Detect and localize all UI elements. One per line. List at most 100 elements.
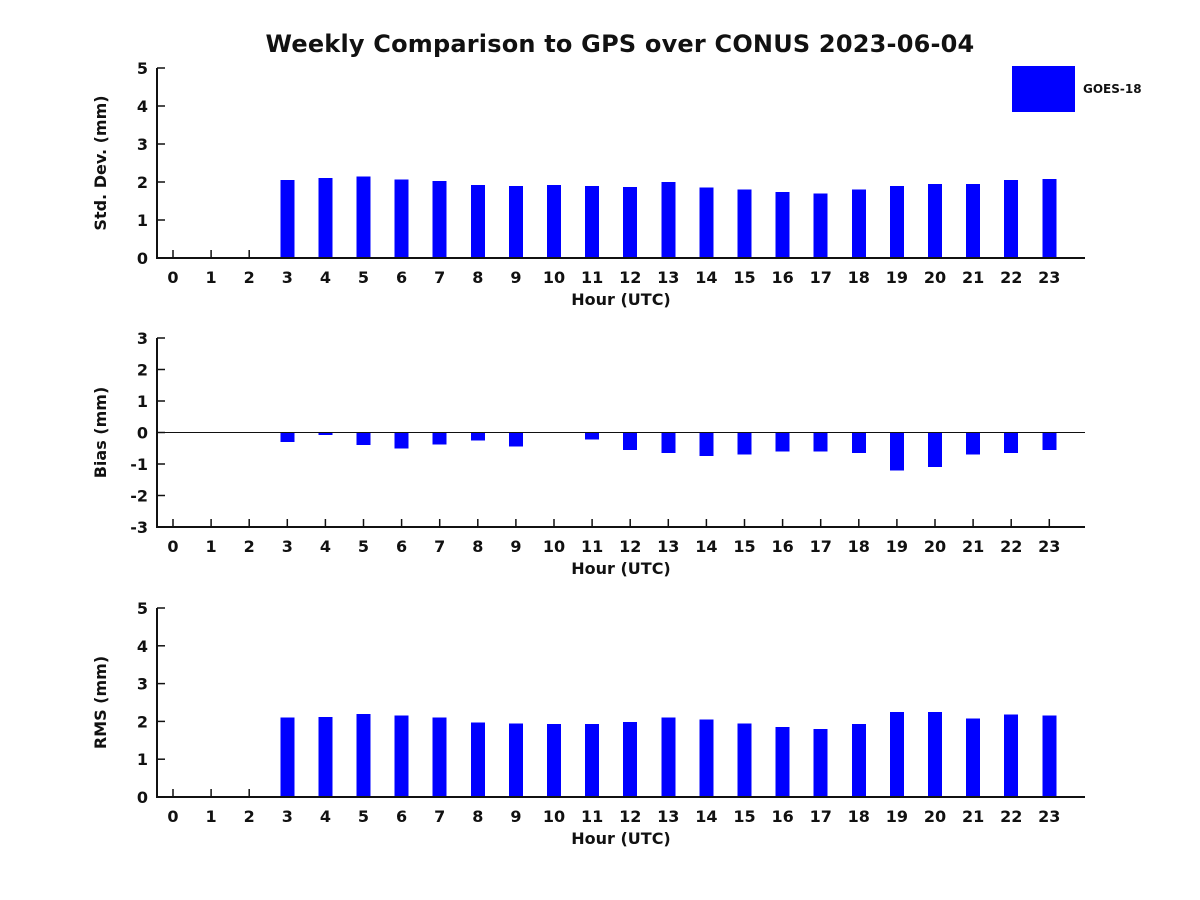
x-tick-label: 10	[543, 268, 565, 287]
x-tick-label: 21	[962, 807, 984, 826]
bar-hour-7	[432, 717, 447, 797]
bar-hour-4	[318, 178, 333, 258]
x-tick-label: 2	[244, 807, 255, 826]
bar-hour-6	[394, 179, 409, 258]
x-tick-label: 13	[657, 807, 679, 826]
bar-hour-20	[928, 432, 942, 468]
bar-hour-19	[889, 185, 904, 258]
bar-hour-3	[280, 180, 295, 258]
legend-swatch-goes18	[1012, 66, 1075, 112]
x-tick-label: 12	[619, 268, 641, 287]
x-tick-label: 4	[320, 807, 331, 826]
bar-hour-23	[1042, 179, 1057, 258]
x-tick-label: 17	[810, 807, 832, 826]
y-tick-label: 4	[137, 97, 148, 116]
x-tick-label: 15	[733, 807, 755, 826]
x-tick-label: 5	[358, 268, 369, 287]
bar-hour-11	[585, 724, 600, 797]
bar-hour-23	[1042, 715, 1057, 797]
bar-hour-8	[470, 432, 485, 441]
x-tick-label: 1	[206, 537, 217, 556]
bar-hour-3	[280, 432, 295, 442]
bar-hour-6	[394, 715, 409, 797]
y-tick-label: -3	[130, 518, 148, 537]
y-tick-label: 3	[137, 329, 148, 348]
bar-hour-5	[356, 432, 371, 446]
y-tick-label: 0	[137, 249, 148, 268]
y-tick-label: 3	[137, 135, 148, 154]
bar-hour-14	[699, 432, 714, 457]
x-tick-label: 10	[543, 537, 565, 556]
chart-title: Weekly Comparison to GPS over CONUS 2023…	[265, 30, 975, 58]
y-tick-label: -2	[130, 487, 148, 506]
x-tick-label: 4	[320, 268, 331, 287]
bar-hour-12	[623, 186, 638, 258]
x-tick-label: 14	[695, 537, 717, 556]
x-tick-label: 23	[1038, 537, 1060, 556]
x-tick-label: 18	[848, 537, 870, 556]
bar-hour-21	[966, 183, 981, 258]
subplot-1: 0 1 2 3 4 5 6 7 8 9 10 11 12 13 14 15 16 17 18 19 20 21 22 2301…	[91, 59, 1085, 309]
bar-hour-22	[1004, 432, 1019, 453]
bar-hour-17	[813, 193, 828, 258]
bar-hour-18	[851, 189, 866, 258]
y-tick-label: -1	[130, 455, 148, 474]
bar-hour-22	[1004, 714, 1019, 797]
x-tick-label: 6	[396, 807, 407, 826]
x-tick-label: 20	[924, 807, 946, 826]
x-tick-label: 19	[886, 807, 908, 826]
x-axis-label: Hour (UTC)	[571, 559, 671, 578]
bar-hour-9	[508, 185, 523, 258]
y-tick-label: 5	[137, 59, 148, 78]
x-tick-label: 3	[282, 268, 293, 287]
y-tick-label: 0	[137, 788, 148, 807]
x-tick-label: 8	[472, 807, 483, 826]
y-axis-label: RMS (mm)	[91, 656, 110, 749]
bar-hour-18	[851, 724, 866, 797]
bar-hour-23	[1042, 432, 1057, 450]
x-tick-label: 8	[472, 268, 483, 287]
x-tick-label: 23	[1038, 807, 1060, 826]
bar-hour-15	[737, 432, 752, 455]
bar-hour-21	[966, 718, 981, 797]
x-tick-label: 15	[733, 537, 755, 556]
bar-hour-8	[470, 185, 485, 258]
bar-hour-21	[966, 432, 981, 455]
x-axis-label: Hour (UTC)	[571, 829, 671, 848]
x-tick-label: 22	[1000, 268, 1022, 287]
bar-hour-20	[928, 712, 942, 797]
x-tick-label: 13	[657, 268, 679, 287]
x-tick-label: 8	[472, 537, 483, 556]
bar-hour-15	[737, 723, 752, 797]
x-tick-label: 21	[962, 268, 984, 287]
bar-hour-16	[775, 432, 790, 452]
bar-hour-12	[623, 432, 638, 450]
bar-hour-7	[432, 181, 447, 258]
bar-hour-10	[547, 185, 561, 258]
x-tick-label: 11	[581, 268, 603, 287]
x-tick-label: 1	[206, 807, 217, 826]
x-tick-label: 3	[282, 537, 293, 556]
x-tick-label: 12	[619, 807, 641, 826]
x-tick-label: 0	[167, 537, 178, 556]
x-tick-label: 0	[167, 807, 178, 826]
y-axis-label: Bias (mm)	[91, 387, 110, 479]
bar-hour-20	[928, 183, 942, 258]
y-tick-label: 1	[137, 392, 148, 411]
x-tick-label: 22	[1000, 807, 1022, 826]
y-tick-label: 4	[137, 637, 148, 656]
x-tick-label: 5	[358, 807, 369, 826]
bar-hour-16	[775, 727, 790, 797]
x-tick-label: 23	[1038, 268, 1060, 287]
bar-hour-7	[432, 432, 447, 445]
x-tick-label: 18	[848, 268, 870, 287]
bar-hour-12	[623, 722, 638, 797]
y-tick-label: 0	[137, 424, 148, 443]
x-tick-label: 19	[886, 537, 908, 556]
x-tick-label: 11	[581, 537, 603, 556]
bar-hour-4	[318, 432, 333, 435]
x-tick-label: 17	[810, 537, 832, 556]
bar-hour-8	[470, 722, 485, 797]
bar-hour-22	[1004, 180, 1019, 258]
